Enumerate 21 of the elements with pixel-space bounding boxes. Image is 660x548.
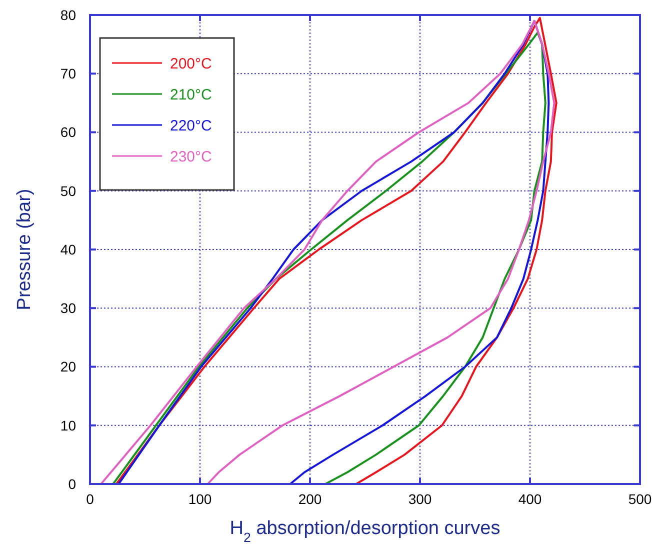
- y-tick-label: 20: [60, 358, 76, 375]
- y-tick-label: 10: [60, 417, 76, 434]
- y-axis-title: Pressure (bar): [14, 188, 35, 310]
- y-tick-label: 0: [68, 476, 76, 492]
- x-tick-label: 0: [86, 491, 94, 507]
- legend-label: 230°C: [170, 148, 212, 166]
- y-tick-label: 60: [60, 124, 76, 140]
- y-tick-label: 80: [60, 6, 76, 23]
- x-axis-title: H$_{2}$ absorption/desorption curves: [230, 518, 500, 544]
- y-tick-label: 50: [60, 182, 76, 199]
- x-tick-label: 200: [298, 491, 322, 507]
- legend-label: 210°C: [170, 86, 212, 104]
- y-tick-label: 30: [60, 300, 76, 316]
- x-tick-label: 300: [408, 491, 432, 507]
- x-tick-label: 500: [628, 491, 652, 507]
- legend-label: 200°C: [170, 55, 212, 72]
- x-tick-label: 100: [188, 491, 212, 507]
- y-tick-label: 40: [60, 241, 76, 258]
- y-tick-label: 70: [60, 66, 76, 82]
- legend-label: 220°C: [170, 117, 212, 134]
- x-tick-label: 400: [518, 491, 542, 507]
